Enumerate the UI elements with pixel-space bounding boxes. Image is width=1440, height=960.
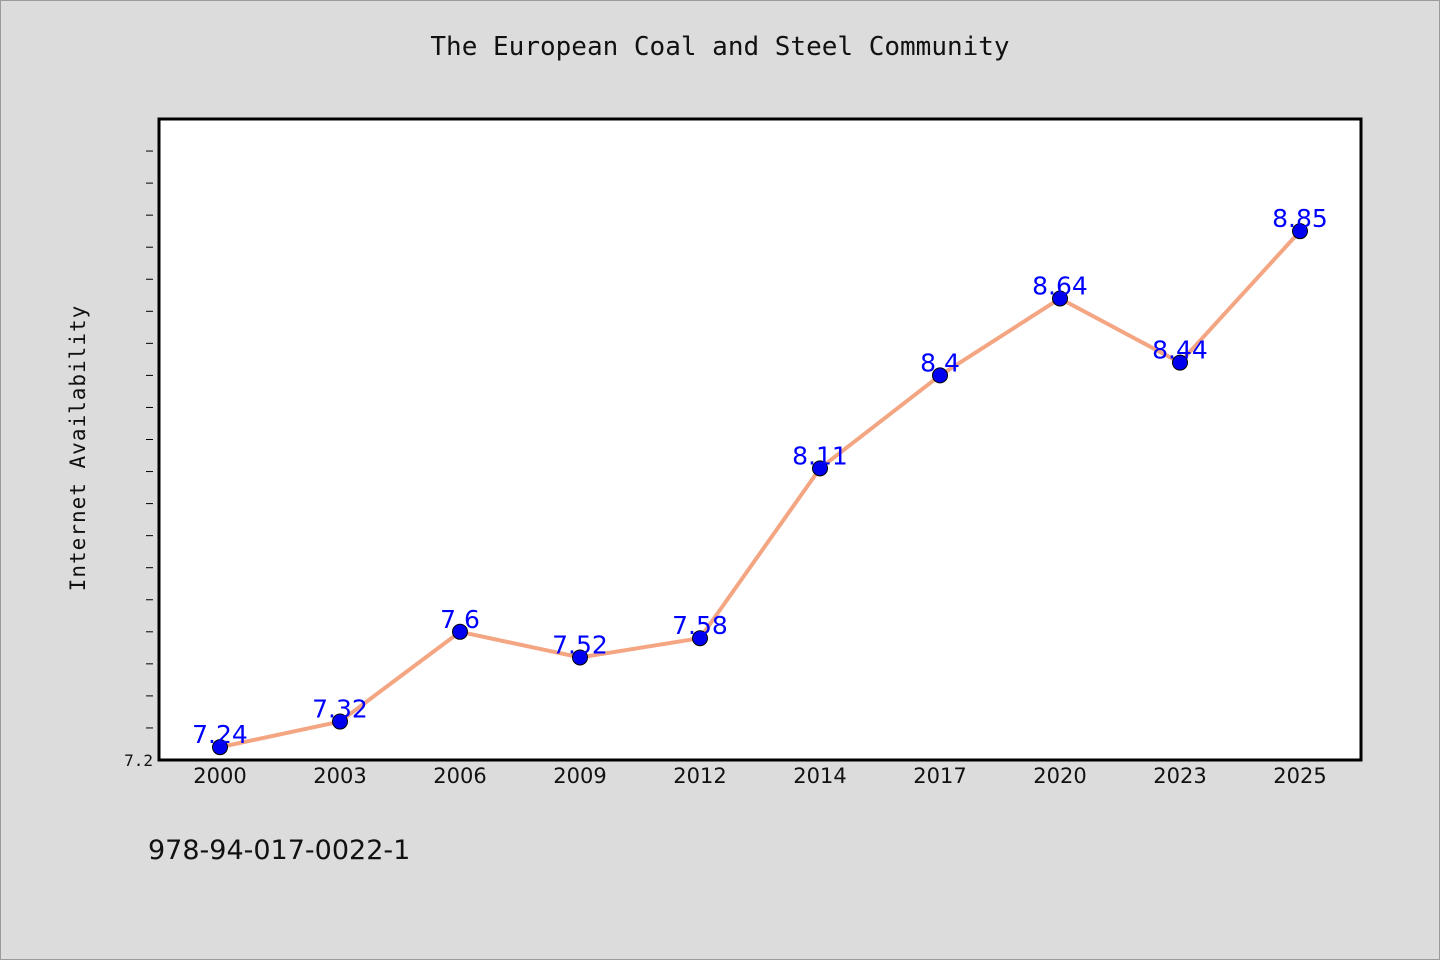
data-point <box>332 713 348 730</box>
x-tick-label: 2017 <box>913 764 966 788</box>
data-point <box>452 623 468 640</box>
x-tick-label: 2000 <box>193 764 246 788</box>
plot-area <box>157 117 1363 762</box>
x-tick-label: 2014 <box>793 764 846 788</box>
series-group <box>212 223 1308 756</box>
data-label: 7.52 <box>552 630 608 659</box>
x-tick-label: 2009 <box>553 764 606 788</box>
data-point <box>1172 354 1188 371</box>
data-label: 7.6 <box>440 605 480 634</box>
data-label: 7.32 <box>312 695 368 724</box>
data-label: 7.58 <box>672 611 728 640</box>
series-line <box>219 229 1302 750</box>
y-tick-label: 7.2 <box>124 751 153 770</box>
x-tick-label: 2025 <box>1273 764 1326 788</box>
data-point <box>572 649 588 666</box>
x-tick-label: 2012 <box>673 764 726 788</box>
x-tick-label: 2006 <box>433 764 486 788</box>
data-label: 8.64 <box>1032 271 1088 300</box>
data-label: 8.11 <box>792 441 848 470</box>
x-tick-label: 2023 <box>1153 764 1206 788</box>
data-point <box>932 367 948 384</box>
chart-title: The European Coal and Steel Community <box>430 32 1010 62</box>
data-label: 7.24 <box>192 720 248 749</box>
x-tick-label: 2020 <box>1033 764 1086 788</box>
data-point <box>692 630 708 647</box>
data-label: 8.4 <box>920 348 960 377</box>
data-label: 8.44 <box>1152 336 1208 365</box>
data-label: 8.85 <box>1272 204 1328 233</box>
x-axis-tick-labels: 2000 2003 2006 2009 2012 2014 2017 2020 2023 2025 <box>193 764 1326 788</box>
data-point <box>812 460 828 477</box>
data-labels: 7.24 7.32 7.6 7.52 7.58 8.11 8.4 8.64 8.44 8.85 <box>192 204 1328 749</box>
footnote-isbn: 978-94-017-0022-1 <box>148 835 411 866</box>
data-point <box>1292 223 1308 240</box>
data-point <box>1052 290 1068 307</box>
x-tick-label: 2003 <box>313 764 366 788</box>
data-point <box>212 739 228 756</box>
y-axis-ticks: 7.2 <box>124 150 153 770</box>
